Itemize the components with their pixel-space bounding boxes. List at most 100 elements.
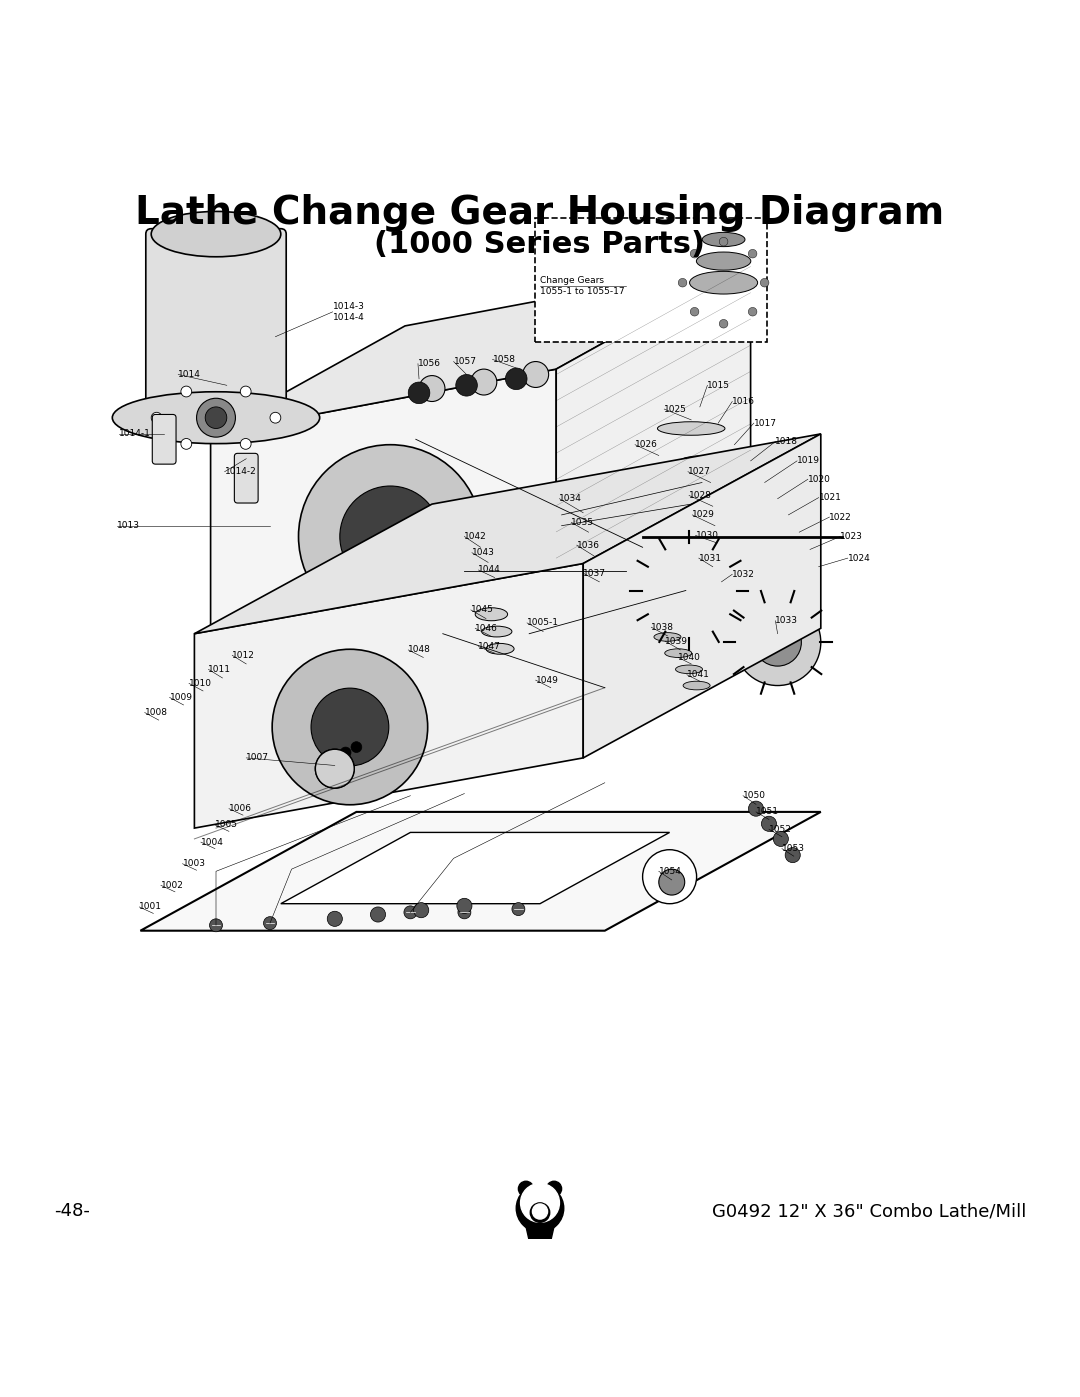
Circle shape — [241, 439, 252, 450]
Text: 1046: 1046 — [475, 624, 498, 633]
Circle shape — [643, 849, 697, 904]
Ellipse shape — [687, 546, 734, 556]
Circle shape — [748, 307, 757, 316]
Circle shape — [315, 749, 354, 788]
Circle shape — [748, 800, 764, 816]
Circle shape — [748, 249, 757, 258]
Text: 1031: 1031 — [699, 553, 721, 563]
Circle shape — [270, 412, 281, 423]
Text: 1018: 1018 — [775, 437, 798, 446]
Text: 1048: 1048 — [408, 645, 431, 654]
Text: 1032: 1032 — [732, 570, 755, 578]
Polygon shape — [211, 369, 556, 638]
Ellipse shape — [683, 499, 743, 510]
Circle shape — [521, 1183, 559, 1222]
Text: 1027: 1027 — [688, 467, 711, 476]
Text: 1002: 1002 — [161, 882, 184, 890]
Circle shape — [264, 916, 276, 929]
Text: 1022: 1022 — [829, 513, 852, 521]
Polygon shape — [556, 261, 751, 574]
Circle shape — [690, 249, 699, 258]
Ellipse shape — [702, 232, 745, 247]
Text: 1004: 1004 — [201, 838, 224, 847]
Text: 1049: 1049 — [536, 676, 558, 685]
Ellipse shape — [677, 569, 737, 580]
Ellipse shape — [687, 478, 734, 488]
Circle shape — [512, 902, 525, 915]
Circle shape — [785, 848, 800, 863]
Text: 1010: 1010 — [189, 679, 212, 687]
Text: 1015: 1015 — [707, 381, 730, 390]
Polygon shape — [281, 833, 670, 904]
Text: 1056: 1056 — [418, 359, 441, 369]
Ellipse shape — [689, 271, 758, 293]
Circle shape — [450, 549, 468, 566]
Circle shape — [272, 650, 428, 805]
Circle shape — [327, 911, 342, 926]
Circle shape — [457, 898, 472, 914]
Polygon shape — [524, 1217, 556, 1249]
Text: 1043: 1043 — [472, 548, 495, 557]
Text: 1023: 1023 — [840, 532, 863, 541]
Text: 1005: 1005 — [215, 820, 238, 830]
Text: 1019: 1019 — [797, 457, 820, 465]
Circle shape — [516, 1185, 564, 1232]
Text: 1057: 1057 — [454, 358, 476, 366]
Text: 1028: 1028 — [689, 490, 712, 500]
Circle shape — [324, 759, 346, 780]
Text: 1026: 1026 — [635, 440, 658, 450]
Text: Change Gears
1055-1 to 1055-17: Change Gears 1055-1 to 1055-17 — [540, 277, 624, 296]
Text: 1045: 1045 — [471, 605, 494, 615]
Circle shape — [351, 742, 362, 753]
Circle shape — [458, 905, 471, 919]
Circle shape — [315, 749, 354, 788]
Circle shape — [760, 278, 769, 286]
Text: 1017: 1017 — [754, 419, 777, 427]
Circle shape — [456, 374, 477, 397]
Circle shape — [761, 816, 777, 831]
Text: 1014: 1014 — [178, 370, 201, 379]
Circle shape — [532, 1204, 548, 1220]
Text: 1011: 1011 — [208, 665, 231, 673]
Text: G0492 12" X 36" Combo Lathe/Mill: G0492 12" X 36" Combo Lathe/Mill — [712, 1203, 1026, 1221]
Circle shape — [523, 362, 549, 387]
FancyBboxPatch shape — [152, 415, 176, 464]
Text: 1035: 1035 — [571, 518, 594, 527]
Ellipse shape — [658, 422, 725, 436]
Circle shape — [518, 1182, 534, 1196]
Text: 1058: 1058 — [492, 355, 515, 363]
Text: 1030: 1030 — [696, 531, 718, 539]
Text: 1050: 1050 — [743, 791, 766, 800]
Text: 1014-3
1014-4: 1014-3 1014-4 — [333, 302, 365, 321]
Circle shape — [734, 599, 821, 686]
Text: 1005-1: 1005-1 — [527, 619, 559, 627]
FancyBboxPatch shape — [535, 218, 767, 342]
Circle shape — [151, 412, 162, 423]
Text: 1044: 1044 — [478, 566, 501, 574]
Circle shape — [662, 563, 716, 617]
Text: 1012: 1012 — [232, 651, 255, 659]
Circle shape — [471, 369, 497, 395]
Text: 1006: 1006 — [229, 805, 252, 813]
Polygon shape — [194, 434, 821, 634]
Circle shape — [329, 753, 340, 763]
Text: 1037: 1037 — [583, 569, 606, 578]
Text: 1014-2: 1014-2 — [225, 467, 256, 476]
Polygon shape — [211, 261, 751, 434]
Text: 1007: 1007 — [246, 753, 269, 763]
Text: 1033: 1033 — [775, 616, 798, 626]
Text: 1001: 1001 — [139, 902, 162, 911]
Text: 1053: 1053 — [782, 844, 805, 854]
Circle shape — [298, 444, 482, 629]
Polygon shape — [194, 563, 583, 828]
Ellipse shape — [475, 608, 508, 620]
Ellipse shape — [684, 682, 711, 690]
Circle shape — [640, 542, 738, 638]
Circle shape — [340, 747, 351, 759]
Ellipse shape — [653, 633, 680, 641]
Circle shape — [181, 386, 192, 397]
Circle shape — [340, 486, 441, 587]
Ellipse shape — [486, 644, 514, 654]
Circle shape — [197, 398, 235, 437]
Text: Lathe Change Gear Housing Diagram: Lathe Change Gear Housing Diagram — [135, 194, 945, 232]
